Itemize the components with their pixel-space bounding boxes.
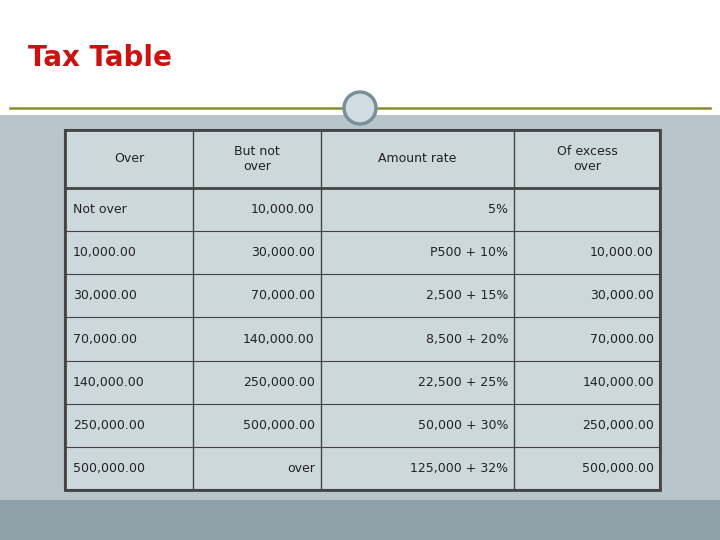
- Bar: [65, 130, 660, 490]
- Text: 140,000.00: 140,000.00: [73, 376, 145, 389]
- Text: 500,000.00: 500,000.00: [73, 462, 145, 475]
- Text: 70,000.00: 70,000.00: [73, 333, 137, 346]
- Text: 250,000.00: 250,000.00: [582, 419, 654, 432]
- Text: 250,000.00: 250,000.00: [73, 419, 145, 432]
- Text: 250,000.00: 250,000.00: [243, 376, 315, 389]
- Text: 22,500 + 25%: 22,500 + 25%: [418, 376, 508, 389]
- Text: Not over: Not over: [73, 203, 127, 216]
- Circle shape: [344, 92, 376, 124]
- Text: 10,000.00: 10,000.00: [73, 246, 137, 259]
- Text: 50,000 + 30%: 50,000 + 30%: [418, 419, 508, 432]
- Text: 140,000.00: 140,000.00: [582, 376, 654, 389]
- Text: over: over: [287, 462, 315, 475]
- Text: 70,000.00: 70,000.00: [590, 333, 654, 346]
- Text: 140,000.00: 140,000.00: [243, 333, 315, 346]
- Text: 70,000.00: 70,000.00: [251, 289, 315, 302]
- Text: 5%: 5%: [488, 203, 508, 216]
- Text: Amount rate: Amount rate: [378, 152, 456, 165]
- Text: Over: Over: [114, 152, 144, 165]
- Text: 8,500 + 20%: 8,500 + 20%: [426, 333, 508, 346]
- Text: 10,000.00: 10,000.00: [590, 246, 654, 259]
- Text: But not
over: But not over: [234, 145, 280, 173]
- Text: 30,000.00: 30,000.00: [590, 289, 654, 302]
- Bar: [0, 115, 720, 500]
- Text: 500,000.00: 500,000.00: [243, 419, 315, 432]
- Text: 125,000 + 32%: 125,000 + 32%: [410, 462, 508, 475]
- Text: P500 + 10%: P500 + 10%: [431, 246, 508, 259]
- Text: 30,000.00: 30,000.00: [73, 289, 137, 302]
- Bar: [65, 130, 660, 490]
- Bar: [0, 0, 720, 115]
- Text: Tax Table: Tax Table: [28, 44, 172, 72]
- Bar: [0, 500, 720, 540]
- Text: 500,000.00: 500,000.00: [582, 462, 654, 475]
- Text: Of excess
over: Of excess over: [557, 145, 618, 173]
- Text: 30,000.00: 30,000.00: [251, 246, 315, 259]
- Text: 10,000.00: 10,000.00: [251, 203, 315, 216]
- Text: 2,500 + 15%: 2,500 + 15%: [426, 289, 508, 302]
